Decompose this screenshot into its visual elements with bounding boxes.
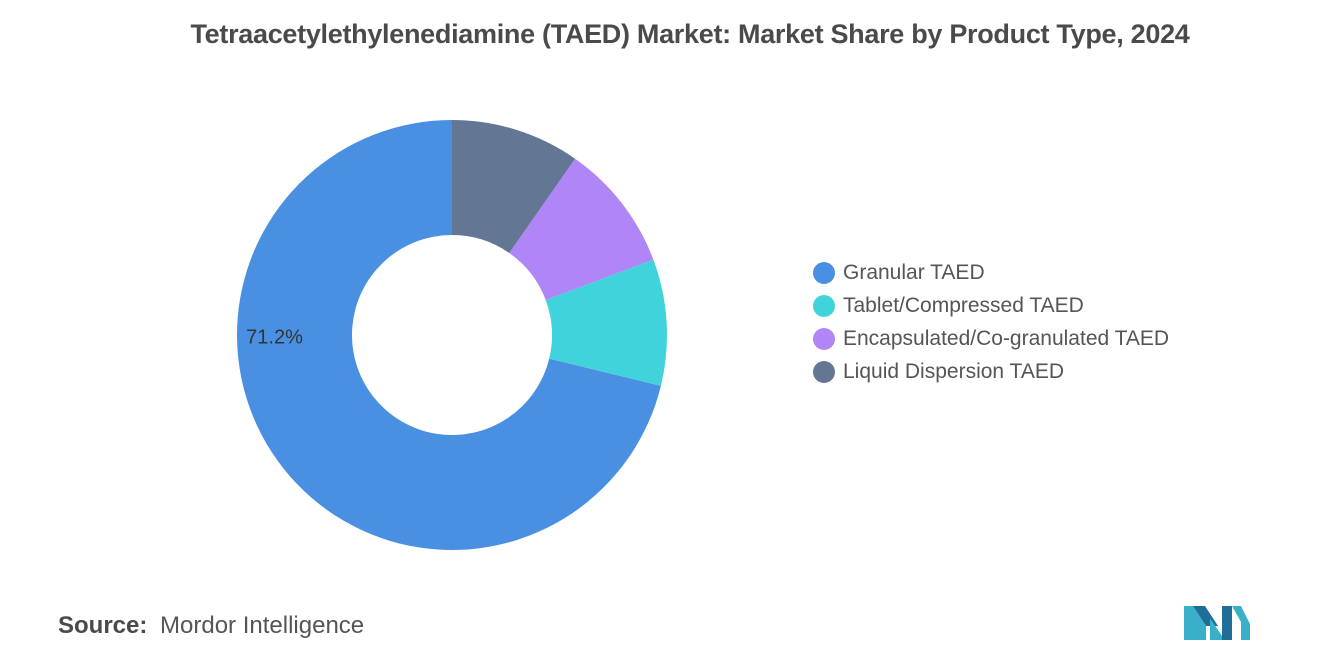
legend-swatch — [813, 327, 835, 350]
legend-item: Encapsulated/Co-granulated TAED — [813, 322, 1169, 355]
legend-label: Encapsulated/Co-granulated TAED — [843, 326, 1170, 350]
source-note: Source: Mordor Intelligence — [58, 612, 364, 640]
legend-item: Liquid Dispersion TAED — [813, 355, 1169, 388]
mordor-intelligence-logo-icon — [1184, 606, 1250, 640]
data-label-0: 71.2% — [246, 326, 303, 348]
data-labels: 71.2% — [246, 326, 303, 348]
legend-label: Tablet/Compressed TAED — [843, 293, 1084, 317]
slice-granular-taed — [236, 120, 661, 550]
legend-swatch — [813, 294, 835, 317]
slice-tablet-compressed-taed — [545, 259, 667, 386]
legend-swatch — [813, 261, 835, 284]
legend-item: Granular TAED — [813, 256, 1169, 289]
donut-slices — [236, 120, 667, 550]
legend-item: Tablet/Compressed TAED — [813, 289, 1169, 322]
chart-title: Tetraacetylethylenediamine (TAED) Market… — [190, 19, 1190, 49]
legend-label: Liquid Dispersion TAED — [843, 359, 1064, 383]
legend-swatch — [813, 360, 835, 383]
chart-legend: Granular TAED Tablet/Compressed TAED Encap… — [813, 256, 1169, 388]
source-value: Mordor Intelligence — [160, 612, 365, 639]
slice-liquid-dispersion-taed — [452, 120, 576, 254]
legend-label: Granular TAED — [843, 260, 985, 284]
source-label: Source: — [58, 612, 148, 639]
slice-encapsulated-co-granulated-taed — [509, 158, 654, 300]
